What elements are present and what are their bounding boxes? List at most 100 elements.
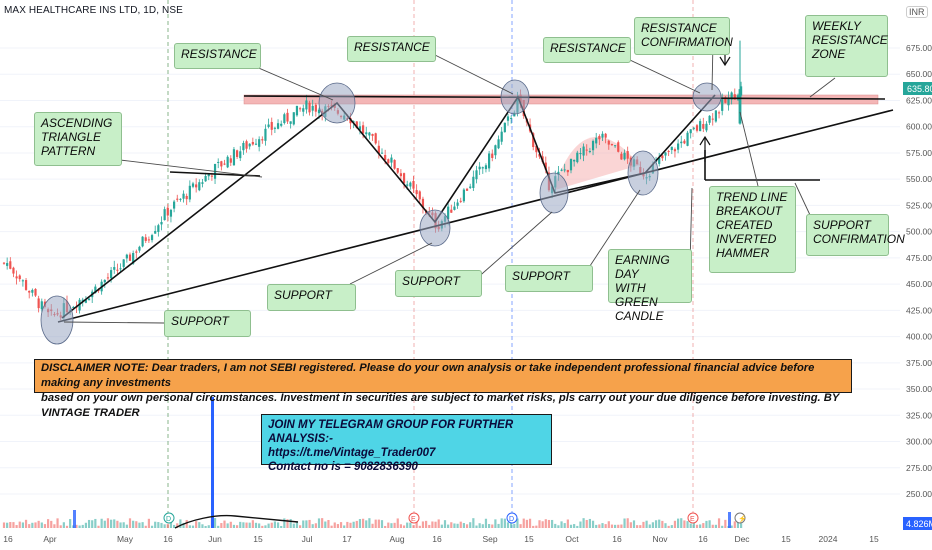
- candle-body: [714, 110, 717, 122]
- candle-body: [34, 288, 37, 296]
- candle-body: [362, 125, 365, 134]
- volume-bar: [81, 524, 84, 528]
- volume-bar: [223, 520, 226, 528]
- candle-body: [717, 112, 721, 114]
- support-label-2: SUPPORT: [267, 284, 356, 311]
- candle-body: [217, 161, 220, 163]
- candle-body: [598, 135, 601, 140]
- symbol-title[interactable]: MAX HEALTHCARE INS LTD, 1D, NSE: [4, 5, 183, 16]
- last-price-badge: [903, 82, 932, 95]
- volume-bar: [425, 520, 428, 528]
- volume-bar: [377, 519, 380, 528]
- volume-bar: [604, 524, 607, 528]
- candle-body: [12, 267, 15, 274]
- volume-bar: [53, 524, 56, 528]
- candle-body: [510, 117, 513, 119]
- candle-body: [138, 246, 141, 251]
- volume-bar: [437, 519, 440, 528]
- swing-circle-aug: [419, 209, 451, 247]
- volume-bar: [157, 522, 160, 528]
- candle-body: [396, 168, 399, 173]
- candle-body: [308, 102, 311, 113]
- volume-bar: [365, 520, 368, 528]
- volume-bar: [56, 518, 59, 528]
- svg-text:E: E: [690, 516, 695, 523]
- candle-body: [21, 280, 24, 282]
- time-tick: 15: [781, 534, 791, 544]
- candle-body: [478, 166, 481, 170]
- volume-bar: [59, 525, 62, 528]
- time-tick: 17: [342, 534, 352, 544]
- volume-bar: [736, 518, 740, 528]
- volume-bar: [9, 522, 12, 528]
- candle-body: [6, 263, 9, 266]
- volume-bar: [75, 524, 78, 528]
- candle-body: [245, 141, 248, 149]
- volume-bar: [182, 522, 185, 528]
- volume-bar: [695, 524, 699, 528]
- volume-bar: [579, 521, 582, 528]
- candle-body: [462, 189, 465, 202]
- candle-body: [40, 301, 43, 310]
- volume-bar: [273, 521, 276, 528]
- volume-bar: [84, 522, 87, 528]
- candle-body: [412, 180, 415, 189]
- candle-body: [358, 126, 362, 130]
- volume-bar: [138, 522, 141, 528]
- volume-bar: [113, 519, 116, 528]
- volume-bar: [629, 522, 632, 528]
- candle-body: [620, 153, 623, 160]
- candle-body: [658, 157, 661, 164]
- volume-bar: [667, 525, 670, 528]
- volume-bar: [267, 523, 270, 528]
- volume-bar: [380, 520, 384, 528]
- volume-spike: [73, 510, 76, 528]
- volume-bar: [31, 522, 34, 528]
- volume-bar: [207, 525, 210, 528]
- volume-bar: [384, 525, 387, 528]
- volume-bar: [362, 518, 365, 528]
- candle-body: [9, 261, 12, 269]
- volume-bar: [132, 520, 135, 528]
- volume-bar: [173, 524, 176, 528]
- candle-body: [494, 145, 497, 156]
- time-tick: Jul: [302, 534, 313, 544]
- volume-bar: [276, 522, 280, 528]
- volume-bar: [569, 524, 573, 528]
- telegram-box: JOIN MY TELEGRAM GROUP FOR FURTHER ANALY…: [261, 414, 552, 473]
- volume-bar: [141, 522, 144, 528]
- volume-bar: [106, 518, 110, 528]
- rounding-bottom-highlight: [555, 136, 640, 190]
- candle-body: [258, 139, 261, 147]
- candle-body: [280, 123, 283, 126]
- candle-body: [730, 92, 733, 100]
- volume-bar: [154, 521, 157, 528]
- volume-bar: [91, 520, 94, 528]
- volume-bar: [339, 522, 343, 528]
- volume-bar: [248, 522, 251, 528]
- volume-bar: [406, 522, 409, 528]
- svg-text:E: E: [411, 516, 416, 523]
- volume-bar: [525, 519, 528, 528]
- swing-circle-sep: [500, 79, 530, 115]
- volume-bar: [160, 522, 163, 528]
- candle-body: [421, 198, 425, 209]
- volume-bar: [673, 520, 677, 528]
- volume-bar: [443, 520, 447, 528]
- time-tick: Apr: [43, 534, 56, 544]
- candle-body: [513, 112, 516, 117]
- candle-body: [579, 153, 582, 155]
- candle-body: [223, 163, 226, 165]
- candle-body: [113, 267, 116, 270]
- candle-body: [374, 133, 377, 144]
- volume-bar: [150, 525, 154, 528]
- volume-bar: [623, 518, 626, 528]
- currency-badge[interactable]: INR: [906, 6, 928, 18]
- candle-body: [610, 144, 614, 146]
- volume-bar: [588, 518, 591, 528]
- candle-body: [116, 269, 119, 271]
- volume-bar: [576, 525, 579, 528]
- volume-bar: [469, 522, 472, 528]
- volume-bar: [563, 523, 566, 528]
- price-tick: 525.00: [906, 200, 932, 210]
